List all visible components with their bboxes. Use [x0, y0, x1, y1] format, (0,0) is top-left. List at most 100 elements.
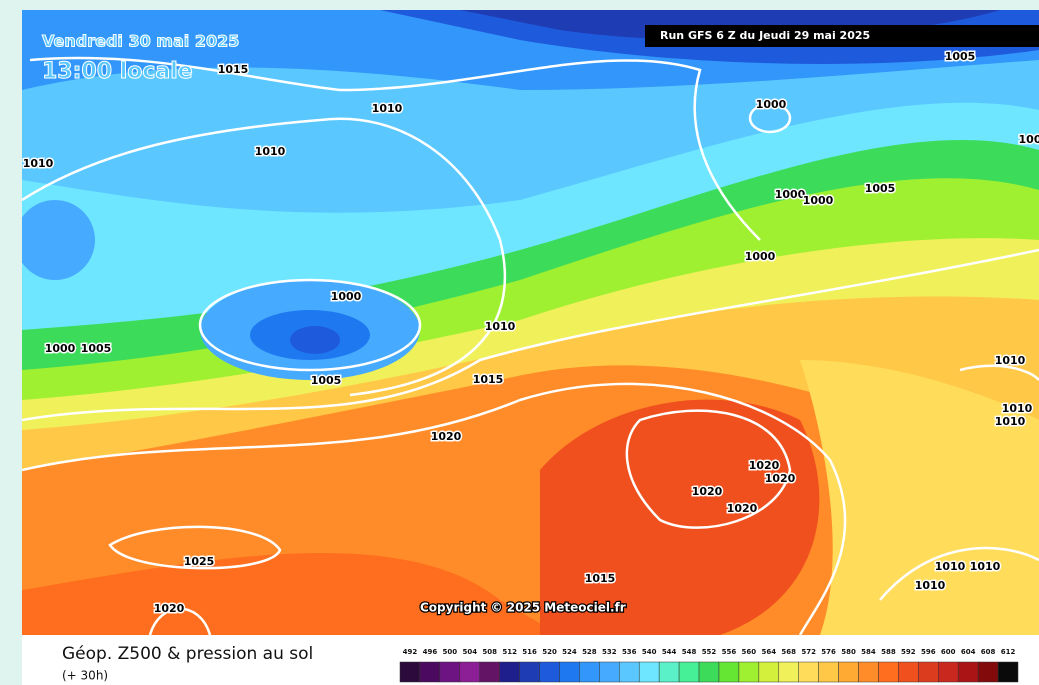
- legend-swatch: [738, 661, 760, 683]
- isobar-label: 1020: [692, 485, 723, 498]
- isobar-label: 1005: [81, 342, 112, 355]
- legend-value: 504: [462, 648, 477, 656]
- isobar-label: 1025: [184, 555, 215, 568]
- legend-swatch: [878, 661, 899, 683]
- legend-value: 612: [1001, 648, 1016, 656]
- legend-value: 560: [742, 648, 757, 656]
- isobar-label: 1005: [945, 50, 976, 63]
- caption-subtitle: (+ 30h): [62, 669, 108, 683]
- isobar-label: 1000: [331, 290, 362, 303]
- isobar-label: 1010: [915, 579, 946, 592]
- legend-value: 596: [921, 648, 936, 656]
- fields: [22, 10, 1039, 635]
- legend-swatch: [519, 661, 540, 683]
- isolines: [22, 56, 1039, 635]
- legend-value: 536: [622, 648, 637, 656]
- isobar-label: 1015: [218, 63, 249, 76]
- isobar-label: 100: [1019, 133, 1039, 146]
- isobar-label: 1010: [23, 157, 54, 170]
- legend-swatch: [977, 661, 999, 683]
- legend-value: 572: [801, 648, 816, 656]
- isobar-label: 1000: [775, 188, 806, 201]
- isobar-label: 1020: [154, 602, 185, 615]
- isobar-label: 1010: [255, 145, 286, 158]
- isobar-label: 1000: [803, 194, 834, 207]
- isobar-label: 1020: [765, 472, 796, 485]
- isobar-label: 1015: [585, 572, 616, 585]
- isobar-label: 1005: [311, 374, 342, 387]
- isobar-label: 1010: [995, 415, 1026, 428]
- legend-swatch: [678, 661, 700, 683]
- legend-value: 512: [502, 648, 517, 656]
- legend-value: 552: [702, 648, 717, 656]
- isobar-label: 1010: [485, 320, 516, 333]
- legend-swatch: [539, 661, 560, 683]
- legend-swatch: [439, 661, 461, 683]
- legend-value: 492: [403, 648, 418, 656]
- legend-swatch: [559, 661, 580, 683]
- legend-value: 580: [841, 648, 856, 656]
- legend-swatch: [658, 661, 680, 683]
- legend-value: 608: [981, 648, 996, 656]
- legend-value: 544: [662, 648, 677, 656]
- legend-swatch: [459, 661, 480, 683]
- legend-value: 508: [482, 648, 497, 656]
- legend-swatch: [938, 661, 959, 683]
- legend-value: 556: [722, 648, 737, 656]
- legend-swatch: [918, 661, 939, 683]
- time: 13:00 locale: [42, 59, 193, 84]
- caption-title: Géop. Z500 & pression au sol: [62, 644, 313, 664]
- isobar-label: 1010: [1002, 402, 1033, 415]
- legend-value: 528: [582, 648, 597, 656]
- legend-swatch: [479, 661, 500, 683]
- date: Vendredi 30 mai 2025: [42, 32, 239, 51]
- legend-value: 500: [443, 648, 458, 656]
- legend-value: 524: [562, 648, 577, 656]
- legend-swatch: [838, 661, 859, 683]
- isobar-label: 1020: [749, 459, 780, 472]
- isobar-label: 1015: [473, 373, 504, 386]
- legend-value: 588: [881, 648, 896, 656]
- legend-swatch: [619, 661, 640, 683]
- copyright: Copyright © 2025 Meteociel.fr: [420, 601, 626, 615]
- isobar-label: 1020: [431, 430, 462, 443]
- legend-swatch: [858, 661, 879, 683]
- legend-swatch: [818, 661, 839, 683]
- legend-swatch: [718, 661, 740, 683]
- run-text: Run GFS 6 Z du Jeudi 29 mai 2025: [660, 29, 870, 42]
- legend-swatch: [399, 661, 421, 683]
- legend-swatch: [698, 661, 720, 683]
- legend-value: 540: [642, 648, 657, 656]
- legend-value: 532: [602, 648, 617, 656]
- legend-swatch: [638, 661, 660, 683]
- legend-swatch: [758, 661, 780, 683]
- legend-swatch: [898, 661, 919, 683]
- legend-value: 600: [941, 648, 956, 656]
- legend-swatch: [778, 661, 799, 683]
- legend-swatch: [798, 661, 819, 683]
- legend-swatch: [957, 661, 979, 683]
- isobar-label: 1010: [935, 560, 966, 573]
- legend-value: 604: [961, 648, 976, 656]
- legend-value: 548: [682, 648, 697, 656]
- legend-value: 568: [781, 648, 796, 656]
- legend-swatch: [419, 661, 441, 683]
- isobar-label: 1005: [865, 182, 896, 195]
- legend-value: 584: [861, 648, 876, 656]
- run-box: [645, 25, 1039, 47]
- legend-value: 564: [761, 648, 776, 656]
- legend-value: 516: [522, 648, 537, 656]
- isobar-label: 1010: [995, 354, 1026, 367]
- isobar-label: 1010: [970, 560, 1001, 573]
- legend-swatch: [599, 661, 620, 683]
- legend-value: 592: [901, 648, 916, 656]
- legend-value: 520: [542, 648, 557, 656]
- legend-swatch: [997, 661, 1019, 683]
- isobar-label: 1000: [756, 98, 787, 111]
- legend-swatch: [579, 661, 600, 683]
- legend-swatch: [499, 661, 520, 683]
- isobar-label: 1000: [45, 342, 76, 355]
- legend-value: 576: [821, 648, 836, 656]
